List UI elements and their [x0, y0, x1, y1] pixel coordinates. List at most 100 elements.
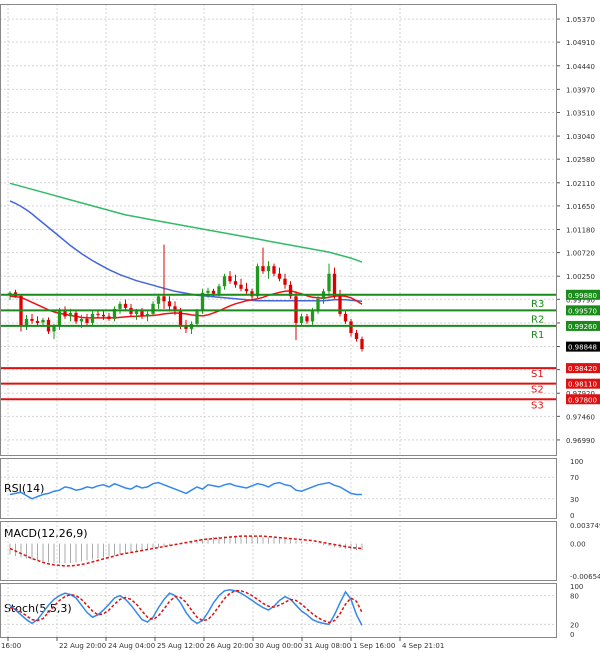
y-tick-label: 0.97920 — [566, 390, 595, 398]
rsi-panel-frame — [0, 458, 557, 519]
candle-body — [173, 306, 177, 312]
level-tag-s2 — [566, 378, 600, 389]
rsi-tick-label: 0 — [570, 512, 574, 520]
current-price-value: 0.98848 — [568, 344, 597, 352]
candle-body — [118, 303, 122, 309]
y-tick-label: 1.01180 — [566, 227, 595, 235]
candle-body — [112, 308, 117, 319]
rsi-tick-label: 70 — [570, 474, 579, 482]
candle-body — [266, 266, 271, 272]
candle-body — [206, 290, 210, 293]
stoch-tick-label: 100 — [570, 583, 583, 591]
level-name-s3: S3 — [531, 400, 544, 411]
macd-tick-label: -0.00654 — [570, 573, 600, 581]
candle-body — [228, 276, 232, 282]
candle-body — [310, 311, 315, 322]
time-axis: 16:00 22 Aug 20:00 24 Aug 04:00 25 Aug 12:0… — [1, 637, 444, 650]
candle-body — [52, 326, 56, 332]
macd-signal-line — [9, 535, 363, 567]
candle-body — [140, 311, 144, 317]
price-panel-frame — [0, 4, 557, 456]
x-tick-label: 31 Aug 08:00 — [304, 642, 351, 650]
level-value-r3: 0.99880 — [568, 292, 597, 300]
candle-body — [96, 313, 100, 315]
level-tag-s1 — [566, 363, 600, 374]
y-tick-label: 0.97460 — [566, 413, 595, 421]
candle-body — [211, 290, 216, 294]
ma-slow-line — [9, 182, 363, 263]
y-tick-label: 1.05370 — [566, 16, 595, 24]
rsi-tick-label: 30 — [570, 496, 579, 504]
candle-body — [30, 318, 34, 321]
y-tick-label: 1.03510 — [566, 109, 595, 117]
candle-body — [338, 296, 342, 314]
candle-body — [178, 311, 183, 325]
candle-body — [57, 311, 62, 327]
candle-body — [107, 316, 111, 319]
rsi-tick-label: 100 — [570, 458, 583, 466]
candle-body — [343, 313, 348, 322]
candle-body — [156, 296, 161, 304]
candle-body — [305, 316, 309, 322]
y-tick-label: 1.03970 — [566, 86, 595, 94]
y-tick-label: 1.04440 — [566, 63, 595, 71]
macd-panel: MACD(12,26,9) 0.003749 0.00 -0.00654 — [0, 521, 600, 581]
x-tick-label: 26 Aug 20:00 — [206, 642, 253, 650]
y-tick-label: 1.00720 — [566, 250, 595, 258]
candle-body — [283, 278, 287, 285]
y-tick-label: 0.99790 — [566, 296, 595, 304]
candle-body — [360, 338, 364, 350]
candle-body — [101, 314, 106, 317]
candle-body — [316, 298, 320, 312]
stoch-k-line — [9, 589, 363, 626]
candle-body — [200, 292, 205, 312]
y-tick-label: 1.00250 — [566, 273, 595, 281]
candle-body — [239, 284, 243, 289]
candle-body — [255, 266, 260, 297]
x-tick-label: 30 Aug 00:00 — [255, 642, 302, 650]
y-tick-label: 1.03040 — [566, 133, 595, 141]
candle-body — [354, 332, 359, 339]
candle-body — [123, 303, 128, 308]
candle-body — [250, 291, 254, 297]
level-name-r3: R3 — [531, 299, 544, 310]
stoch-tick-label: 80 — [570, 593, 579, 601]
candle-body — [145, 313, 150, 317]
candle-body — [68, 312, 73, 317]
candle-body — [195, 311, 199, 324]
level-tag-s3 — [566, 394, 600, 405]
level-name-s1: S1 — [531, 369, 544, 380]
y-tick-label: 1.04910 — [566, 39, 595, 47]
level-name-r1: R1 — [531, 330, 544, 341]
candle-body — [299, 316, 304, 323]
x-tick-label: 16:00 — [1, 642, 21, 650]
x-tick-label: 4 Sep 21:01 — [402, 642, 444, 650]
x-tick-label: 25 Aug 12:00 — [157, 642, 204, 650]
y-tick-label: 1.01650 — [566, 203, 595, 211]
candle-body — [167, 301, 172, 307]
y-tick-label: 1.02110 — [566, 180, 595, 188]
macd-tick-label: 0.00 — [570, 541, 586, 549]
candle-body — [184, 324, 188, 329]
level-value-r2: 0.99570 — [568, 307, 597, 315]
level-tag-r2 — [566, 305, 600, 316]
candle-body — [288, 284, 293, 297]
candle-body — [8, 292, 12, 295]
level-value-s1: 0.98420 — [568, 365, 597, 373]
x-tick-label: 22 Aug 20:00 — [59, 642, 106, 650]
candle-body — [272, 266, 276, 274]
stoch-d-line — [9, 590, 363, 624]
candle-body — [327, 273, 331, 292]
candle-body — [261, 266, 265, 272]
current-price-tag — [566, 341, 600, 352]
x-tick-label: 1 Sep 16:00 — [353, 642, 395, 650]
candle-body — [151, 303, 155, 314]
macd-title: MACD(12,26,9) — [4, 527, 88, 540]
macd-tick-label: 0.003749 — [570, 522, 600, 530]
level-tag-r1 — [566, 320, 600, 331]
rsi-title: RSI(14) — [4, 482, 44, 495]
x-tick-label: 24 Aug 04:00 — [108, 642, 155, 650]
candle-body — [217, 286, 221, 294]
candle-body — [277, 273, 282, 279]
